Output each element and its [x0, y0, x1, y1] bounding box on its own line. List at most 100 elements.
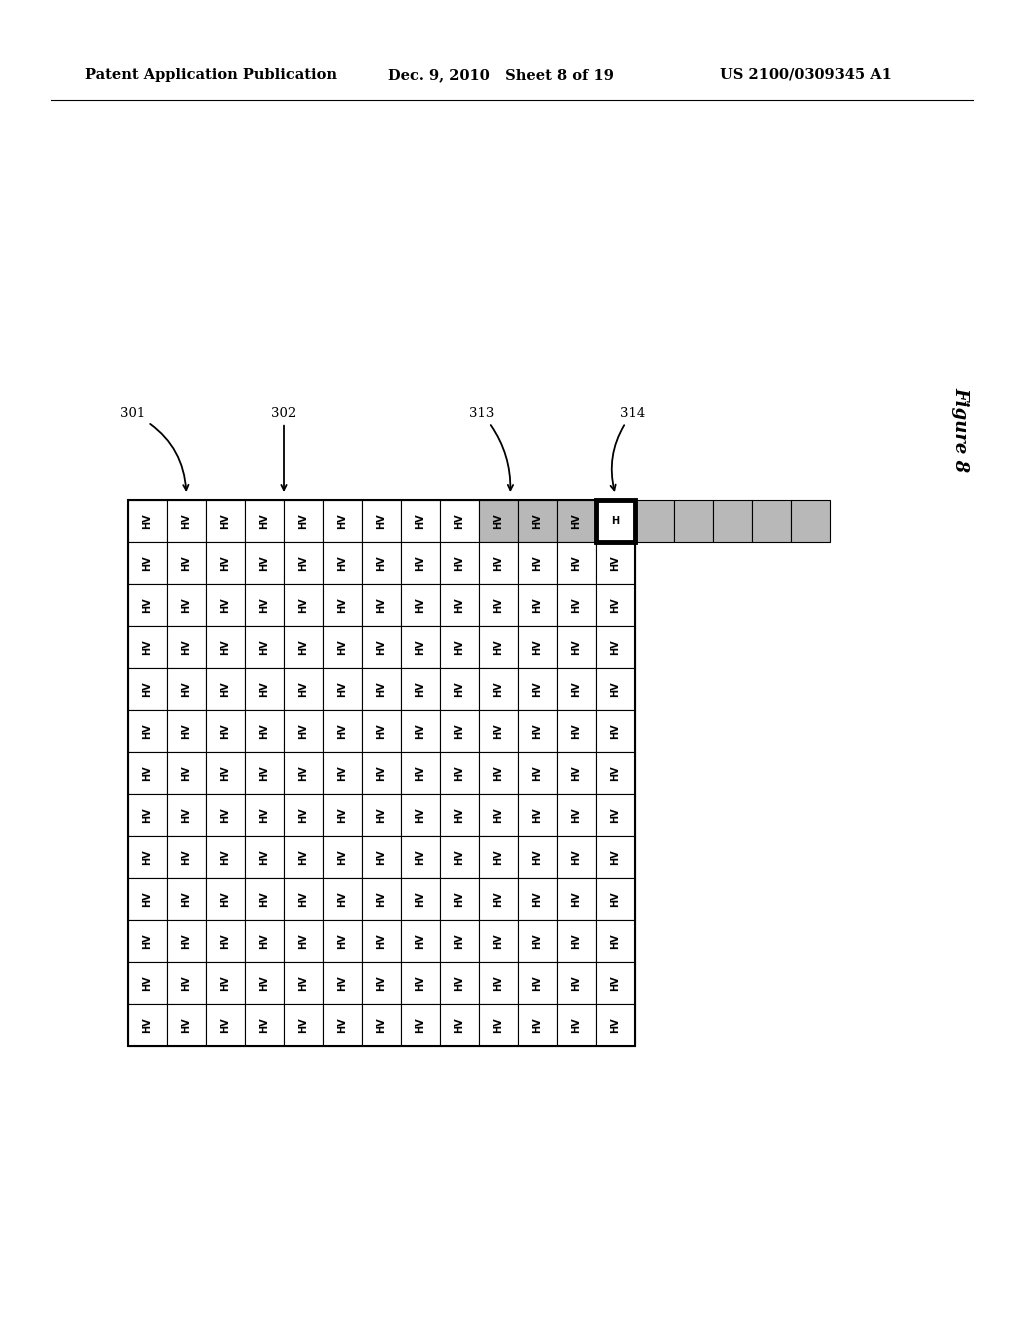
Text: HV: HV — [571, 849, 582, 865]
Bar — [401, 836, 440, 878]
Text: HV: HV — [571, 975, 582, 991]
Bar — [440, 668, 479, 710]
Text: HV: HV — [181, 766, 191, 781]
Text: HV: HV — [455, 723, 465, 739]
Text: HV: HV — [455, 597, 465, 612]
Bar — [557, 836, 596, 878]
Text: HV: HV — [571, 808, 582, 822]
Bar — [518, 795, 557, 836]
Bar — [596, 500, 635, 543]
Text: HV: HV — [299, 891, 308, 907]
Bar — [362, 878, 401, 920]
Text: HV: HV — [571, 597, 582, 612]
Bar — [440, 500, 479, 543]
Bar — [401, 626, 440, 668]
Text: HV: HV — [259, 1018, 269, 1032]
Text: HV: HV — [220, 808, 230, 822]
Bar — [128, 795, 167, 836]
Text: HV: HV — [259, 723, 269, 739]
Bar — [128, 752, 167, 795]
Bar — [323, 878, 362, 920]
Bar — [323, 500, 362, 543]
Text: HV: HV — [259, 849, 269, 865]
Text: HV: HV — [494, 681, 504, 697]
Text: HV: HV — [181, 639, 191, 655]
Bar — [791, 500, 830, 543]
Bar — [440, 1005, 479, 1045]
Bar — [284, 878, 323, 920]
Text: HV: HV — [416, 933, 426, 949]
Text: HV: HV — [377, 975, 386, 991]
Text: HV: HV — [181, 513, 191, 529]
Bar — [362, 500, 401, 543]
Bar — [323, 836, 362, 878]
Text: HV: HV — [377, 891, 386, 907]
Bar — [479, 836, 518, 878]
Text: HV: HV — [377, 513, 386, 529]
Text: HV: HV — [532, 639, 543, 655]
Text: HV: HV — [532, 597, 543, 612]
Bar — [284, 962, 323, 1005]
Text: HV: HV — [299, 975, 308, 991]
Bar — [362, 668, 401, 710]
Text: HV: HV — [571, 1018, 582, 1032]
Text: HV: HV — [455, 639, 465, 655]
Bar — [479, 962, 518, 1005]
Bar — [284, 795, 323, 836]
Bar — [440, 795, 479, 836]
Text: HV: HV — [142, 597, 153, 612]
Text: HV: HV — [610, 891, 621, 907]
Text: HV: HV — [142, 933, 153, 949]
Bar — [323, 920, 362, 962]
Text: HV: HV — [181, 681, 191, 697]
Text: HV: HV — [259, 766, 269, 781]
Text: HV: HV — [299, 933, 308, 949]
Bar — [557, 795, 596, 836]
Text: HV: HV — [142, 891, 153, 907]
Bar — [245, 836, 284, 878]
Text: HV: HV — [220, 1018, 230, 1032]
Bar — [479, 543, 518, 583]
Text: HV: HV — [259, 808, 269, 822]
Text: HV: HV — [220, 597, 230, 612]
Text: HV: HV — [181, 933, 191, 949]
Text: HV: HV — [455, 1018, 465, 1032]
Bar — [128, 1005, 167, 1045]
Text: HV: HV — [377, 556, 386, 570]
Text: HV: HV — [416, 766, 426, 781]
Text: HV: HV — [494, 597, 504, 612]
Bar — [167, 626, 206, 668]
Text: HV: HV — [494, 513, 504, 529]
Bar — [206, 710, 245, 752]
Bar — [284, 626, 323, 668]
Text: HV: HV — [259, 891, 269, 907]
Text: HV: HV — [142, 975, 153, 991]
Bar — [167, 543, 206, 583]
Text: HV: HV — [338, 639, 347, 655]
Text: HV: HV — [494, 975, 504, 991]
Text: HV: HV — [299, 513, 308, 529]
Text: HV: HV — [455, 891, 465, 907]
Bar — [206, 920, 245, 962]
Text: HV: HV — [338, 933, 347, 949]
Bar — [440, 752, 479, 795]
Bar — [362, 836, 401, 878]
Text: HV: HV — [377, 1018, 386, 1032]
Text: HV: HV — [220, 556, 230, 570]
Bar — [206, 836, 245, 878]
Bar — [245, 500, 284, 543]
Bar — [245, 668, 284, 710]
Bar — [596, 795, 635, 836]
Text: HV: HV — [416, 513, 426, 529]
Text: HV: HV — [181, 975, 191, 991]
Bar — [128, 668, 167, 710]
Text: HV: HV — [610, 849, 621, 865]
Bar — [284, 500, 323, 543]
Bar — [596, 668, 635, 710]
Text: HV: HV — [416, 808, 426, 822]
Text: HV: HV — [259, 556, 269, 570]
Text: HV: HV — [532, 891, 543, 907]
Text: HV: HV — [338, 681, 347, 697]
Text: HV: HV — [416, 639, 426, 655]
Text: HV: HV — [142, 849, 153, 865]
